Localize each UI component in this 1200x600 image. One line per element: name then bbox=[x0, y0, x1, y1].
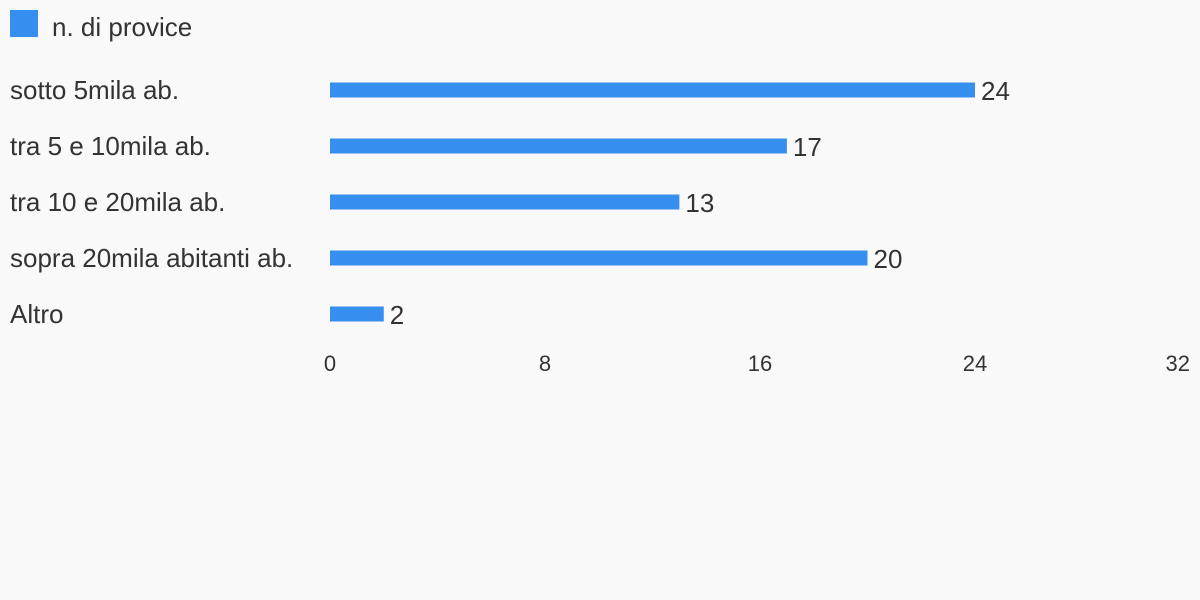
x-tick-label: 8 bbox=[539, 351, 551, 376]
category-label: Altro bbox=[10, 299, 63, 329]
x-tick-label: 0 bbox=[324, 351, 336, 376]
category-label: tra 10 e 20mila ab. bbox=[10, 187, 225, 217]
x-tick-label: 16 bbox=[748, 351, 772, 376]
bar[interactable] bbox=[330, 138, 787, 154]
category-label: sotto 5mila ab. bbox=[10, 75, 179, 105]
bar[interactable] bbox=[330, 250, 868, 266]
bar-value-label: 17 bbox=[793, 132, 822, 162]
x-tick-label: 32 bbox=[1166, 351, 1190, 376]
bar-value-label: 20 bbox=[874, 244, 903, 274]
legend-label: n. di provice bbox=[52, 12, 192, 42]
bar[interactable] bbox=[330, 82, 975, 98]
category-label: tra 5 e 10mila ab. bbox=[10, 131, 211, 161]
bar-value-label: 24 bbox=[981, 76, 1010, 106]
bar[interactable] bbox=[330, 194, 680, 210]
category-label: sopra 20mila abitanti ab. bbox=[10, 243, 293, 273]
legend-swatch bbox=[10, 10, 38, 37]
x-tick-label: 24 bbox=[963, 351, 987, 376]
bar-value-label: 13 bbox=[685, 188, 714, 218]
bar[interactable] bbox=[330, 306, 384, 322]
bars: sotto 5mila ab. 24 tra 5 e 10mila ab. 17 tra… bbox=[10, 75, 1010, 330]
x-axis-ticks: 0 8 16 24 32 bbox=[324, 351, 1190, 376]
bar-value-label: 2 bbox=[390, 300, 404, 330]
legend: n. di provice bbox=[10, 10, 192, 42]
